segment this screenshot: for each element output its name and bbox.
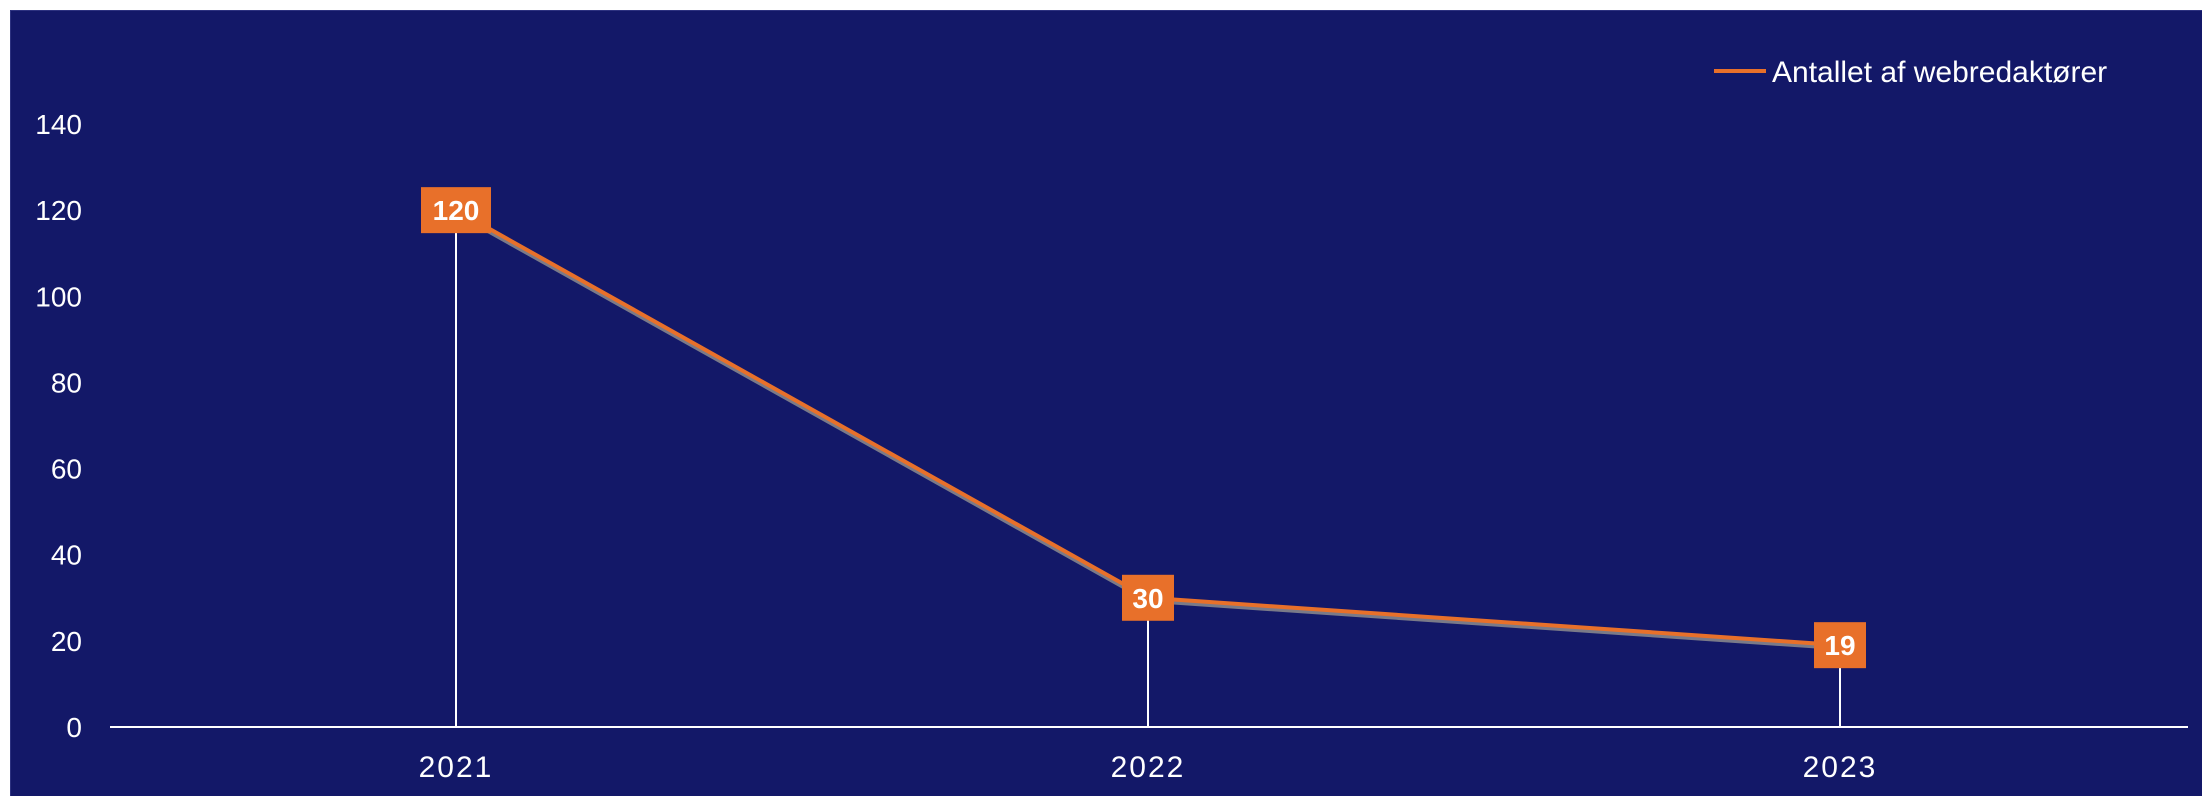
- data-labels: 120 30 19: [421, 187, 1866, 669]
- data-label-box: [421, 187, 491, 234]
- y-tick-label: 120: [35, 195, 82, 226]
- y-tick-label: 100: [35, 281, 82, 312]
- data-label-value: 30: [1132, 583, 1163, 614]
- y-tick-label: 80: [51, 367, 82, 398]
- y-axis-ticks: 0 20 40 60 80 100 120 140: [35, 109, 82, 743]
- y-tick-label: 140: [35, 109, 82, 140]
- drop-lines: [455, 210, 1841, 727]
- data-label-box: [1122, 574, 1174, 621]
- y-tick-label: 60: [51, 454, 82, 485]
- data-label-value: 120: [433, 195, 480, 226]
- legend-label: Antallet af webredaktører: [1772, 56, 2107, 89]
- x-axis-categories: 2021 2022 2023: [419, 751, 1878, 784]
- y-tick-label: 0: [66, 712, 82, 743]
- data-label-box: [1814, 622, 1866, 669]
- data-label: 30: [1122, 574, 1174, 621]
- data-label: 120: [421, 187, 491, 234]
- y-tick-label: 20: [51, 626, 82, 657]
- legend: Antallet af webredaktører: [1714, 56, 2107, 89]
- x-category-label: 2022: [1111, 751, 1186, 784]
- data-label: 19: [1814, 622, 1866, 669]
- x-category-label: 2023: [1803, 751, 1878, 784]
- x-category-label: 2021: [419, 751, 494, 784]
- data-label-value: 19: [1824, 630, 1855, 661]
- y-tick-label: 40: [51, 540, 82, 571]
